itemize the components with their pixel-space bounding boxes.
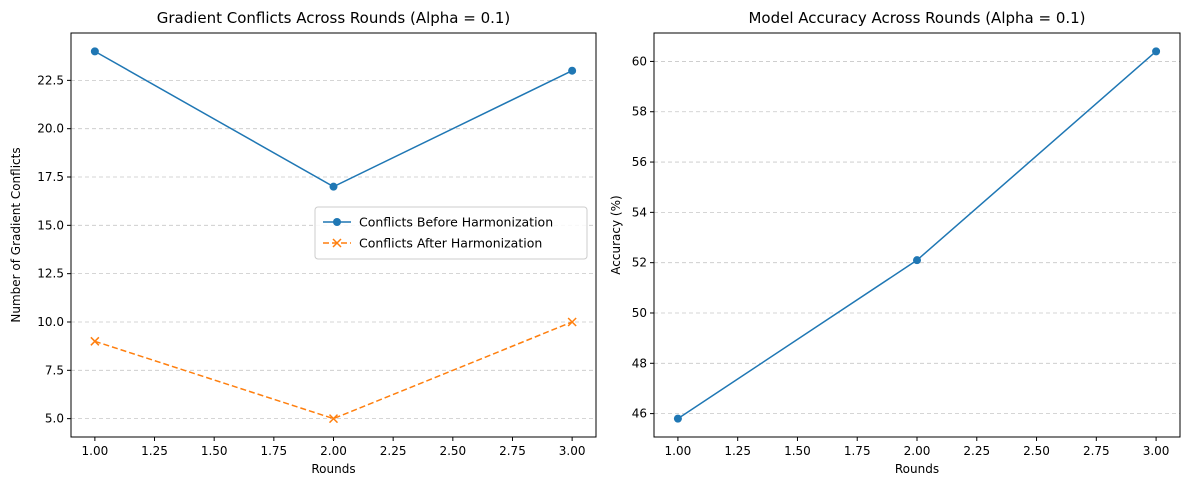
x-tick-label: 2.50 (1023, 444, 1050, 458)
x-tick-label: 1.00 (665, 444, 692, 458)
x-tick-label: 1.50 (784, 444, 811, 458)
x-axis-label: Rounds (895, 462, 939, 476)
y-tick-label: 50 (632, 306, 647, 320)
x-tick-label: 3.00 (1143, 444, 1170, 458)
data-point-marker (673, 414, 682, 423)
y-axis-label: Accuracy (%) (609, 195, 623, 274)
x-tick-label: 2.25 (963, 444, 990, 458)
x-tick-label: 1.25 (141, 444, 168, 458)
y-tick-label: 10.0 (37, 315, 64, 329)
x-tick-label: 3.00 (559, 444, 586, 458)
x-tick-label: 2.25 (380, 444, 407, 458)
chart-title: Gradient Conflicts Across Rounds (Alpha … (157, 9, 511, 27)
y-tick-label: 60 (632, 54, 647, 68)
legend-label: Conflicts After Harmonization (359, 236, 542, 251)
data-point-marker (913, 256, 921, 265)
data-point-marker (328, 414, 339, 424)
y-tick-label: 15.0 (37, 218, 64, 232)
y-tick-label: 52 (632, 256, 647, 270)
data-point-marker (1152, 47, 1161, 56)
y-tick-label: 58 (632, 105, 647, 119)
data-point-marker (90, 47, 99, 56)
x-tick-label: 1.00 (82, 444, 109, 458)
x-tick-label: 2.00 (320, 444, 347, 458)
y-tick-label: 56 (632, 155, 647, 169)
data-point-marker (329, 182, 338, 191)
y-tick-label: 5.0 (45, 412, 64, 426)
y-tick-label: 22.5 (37, 73, 64, 87)
legend: Conflicts Before Harmonization Conflicts … (314, 206, 588, 260)
y-tick-label: 20.0 (37, 122, 64, 136)
x-tick-label: 2.75 (499, 444, 526, 458)
series-line-2 (94, 321, 573, 420)
y-tick-label: 48 (632, 356, 647, 370)
chart-title: Model Accuracy Across Rounds (Alpha = 0.… (748, 9, 1085, 27)
x-tick-label: 2.00 (904, 444, 931, 458)
y-tick-label: 17.5 (37, 170, 64, 184)
legend-marker (332, 238, 342, 248)
legend-box (314, 206, 588, 260)
data-point-marker (90, 336, 100, 346)
x-tick-label: 1.75 (844, 444, 871, 458)
x-tick-label: 1.25 (724, 444, 751, 458)
legend-marker (333, 218, 341, 226)
legend-label: Conflicts Before Harmonization (359, 215, 553, 230)
x-tick-label: 2.50 (439, 444, 466, 458)
y-tick-label: 46 (632, 407, 647, 421)
x-axis-label: Rounds (311, 462, 355, 476)
x-tick-label: 1.75 (260, 444, 287, 458)
chart-panel-1: 1.00 1.25 1.50 1.75 2.00 2.25 2.50 2.75 3.00 5.0 7… (9, 9, 597, 476)
y-axis-label: Number of Gradient Conflicts (9, 147, 23, 322)
y-tick-label: 54 (632, 205, 647, 219)
y-tick-label: 12.5 (37, 267, 64, 281)
x-tick-label: 1.50 (201, 444, 228, 458)
y-tick-label: 7.5 (45, 363, 64, 377)
chart-panel-2: 1.00 1.25 1.50 1.75 2.00 2.25 2.50 2.75 3.00 46 48… (609, 9, 1181, 476)
data-point-marker (567, 317, 577, 327)
data-point-marker (568, 66, 577, 75)
x-tick-label: 2.75 (1083, 444, 1110, 458)
